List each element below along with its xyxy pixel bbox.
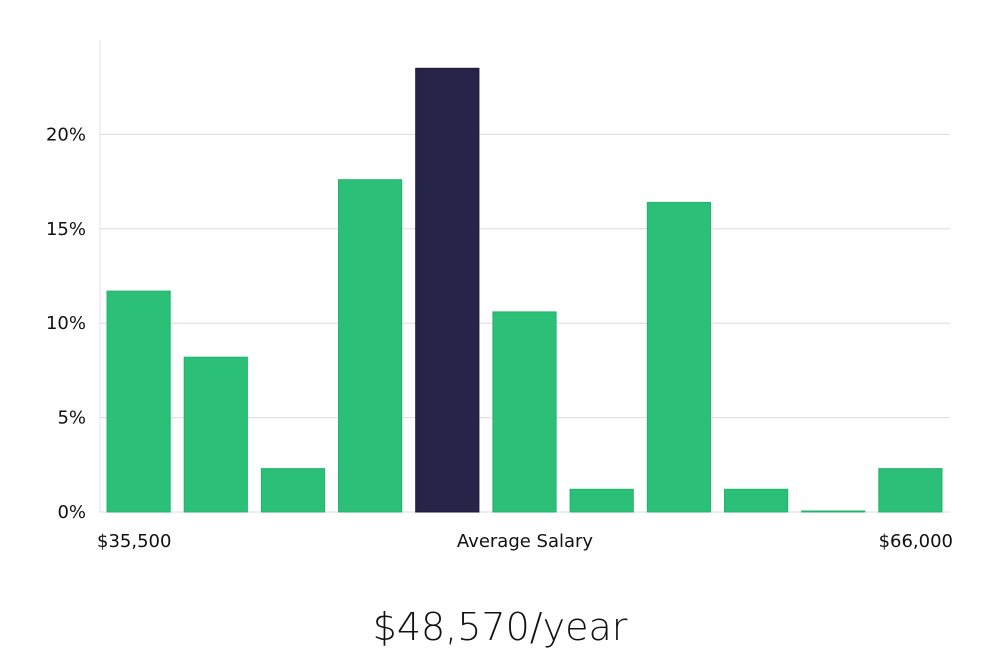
y-tick-label: 0% <box>57 502 86 523</box>
bar <box>646 201 711 513</box>
bar <box>801 510 866 513</box>
bar <box>106 290 171 513</box>
x-axis-max-label: $66,000 <box>879 531 953 552</box>
bar <box>492 311 557 513</box>
bar <box>338 179 403 513</box>
x-axis-title: Average Salary <box>457 531 594 552</box>
y-tick-label: 10% <box>46 313 86 334</box>
bar-highlighted <box>415 67 480 513</box>
average-salary-value: $48,570/year <box>372 605 628 649</box>
x-axis-min-label: $35,500 <box>97 531 171 552</box>
y-tick-label: 15% <box>46 219 86 240</box>
y-tick-labels: 0% 5% 10% 15% 20% <box>46 124 86 523</box>
bar <box>260 468 326 513</box>
y-tick-label: 20% <box>46 124 86 145</box>
bar <box>183 356 248 513</box>
bar <box>569 488 634 513</box>
y-tick-label: 5% <box>57 408 86 429</box>
bars <box>106 67 943 513</box>
bar <box>878 468 943 513</box>
bar <box>724 488 789 513</box>
